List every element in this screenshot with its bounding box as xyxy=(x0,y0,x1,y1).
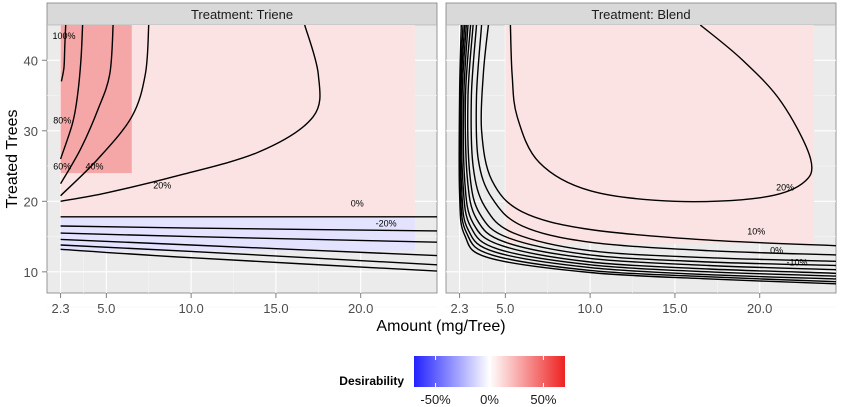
contour-line xyxy=(467,25,836,267)
contour-line xyxy=(60,25,321,202)
contour-line xyxy=(60,25,67,82)
y-tick-label: 20 xyxy=(24,194,38,209)
y-axis-title: Treated Trees xyxy=(4,109,21,208)
x-tick-label: 2.3 xyxy=(451,301,469,316)
panel-triene: Treatment: Triene 100% 80% 60% 40% 20% 0% -20% xyxy=(46,2,438,308)
contour-line xyxy=(458,25,836,285)
contour-line xyxy=(459,25,836,280)
contour-lines-triene xyxy=(59,25,437,272)
contour-label: 20% xyxy=(776,183,794,193)
legend-tick-label: 0% xyxy=(480,392,499,407)
y-axis-ticks: 10 20 30 40 xyxy=(24,53,47,280)
contour-label: 80% xyxy=(53,116,71,126)
contour-line xyxy=(464,25,836,271)
strip-label-triene: Treatment: Triene xyxy=(191,7,293,22)
x-tick-label: 15.0 xyxy=(263,301,288,316)
legend-tick-label: -50% xyxy=(420,392,451,407)
contour-label: 60% xyxy=(53,162,71,172)
high-desirability-fill-triene xyxy=(60,25,132,174)
x-tick-label: 10.0 xyxy=(577,301,602,316)
contour-line xyxy=(60,225,437,232)
contour-line xyxy=(60,25,150,197)
contour-label: 0% xyxy=(351,198,364,208)
contour-label: 20% xyxy=(153,181,171,191)
contour-line xyxy=(475,25,836,256)
legend-title: Desirability xyxy=(339,374,404,388)
x-tick-label: 2.3 xyxy=(52,301,70,316)
legend-colorbar xyxy=(414,356,565,387)
contour-line xyxy=(60,244,437,266)
contour-labels-triene: 100% 80% 60% 40% 20% 0% -20% xyxy=(52,31,396,229)
positive-region-fill-blend xyxy=(505,25,814,244)
legend-ticks: -50% 0% 50% xyxy=(420,356,557,407)
contour-labels-blend: 20% 10% 0%-10% xyxy=(747,183,807,268)
panel-blend: Treatment: Blend 20% 10% 0%-10% xyxy=(445,2,837,308)
contour-label: 0% xyxy=(770,246,783,256)
x-tick-label: 15.0 xyxy=(662,301,687,316)
negative-region-fill-triene xyxy=(60,216,415,251)
x-axis-title: Amount (mg/Tree) xyxy=(376,318,505,335)
y-tick-label: 40 xyxy=(24,53,38,68)
contour-line xyxy=(480,25,836,247)
contour-line xyxy=(59,25,84,160)
contour-line xyxy=(470,25,836,262)
x-tick-label: 10.0 xyxy=(178,301,203,316)
contour-line xyxy=(60,238,437,257)
contour-label: -20% xyxy=(376,219,397,229)
contour-label: 10% xyxy=(747,226,765,236)
x-tick-label: 20.0 xyxy=(747,301,772,316)
contour-line xyxy=(462,25,836,274)
legend: Desirability -50% 0% 50% xyxy=(339,356,565,407)
y-tick-label: 10 xyxy=(24,265,38,280)
contour-label: 100% xyxy=(52,31,75,41)
contour-label: 40% xyxy=(85,162,103,172)
contour-lines-blend xyxy=(458,25,836,285)
legend-tick-label: 50% xyxy=(530,392,556,407)
contour-line xyxy=(461,25,836,277)
contour-line xyxy=(60,248,437,272)
contour-line xyxy=(60,232,437,243)
y-tick-label: 30 xyxy=(24,124,38,139)
x-tick-label: 20.0 xyxy=(348,301,373,316)
x-tick-label: 5.0 xyxy=(496,301,514,316)
x-tick-label: 5.0 xyxy=(97,301,115,316)
contour-label: -10% xyxy=(786,257,807,267)
strip-label-blend: Treatment: Blend xyxy=(591,7,690,22)
x-axis-ticks: 2.3 5.0 10.0 15.0 20.0 2.3 5.0 10.0 15.0 20.0 xyxy=(52,293,772,316)
contour-line xyxy=(59,25,114,185)
contour-line xyxy=(509,25,813,203)
